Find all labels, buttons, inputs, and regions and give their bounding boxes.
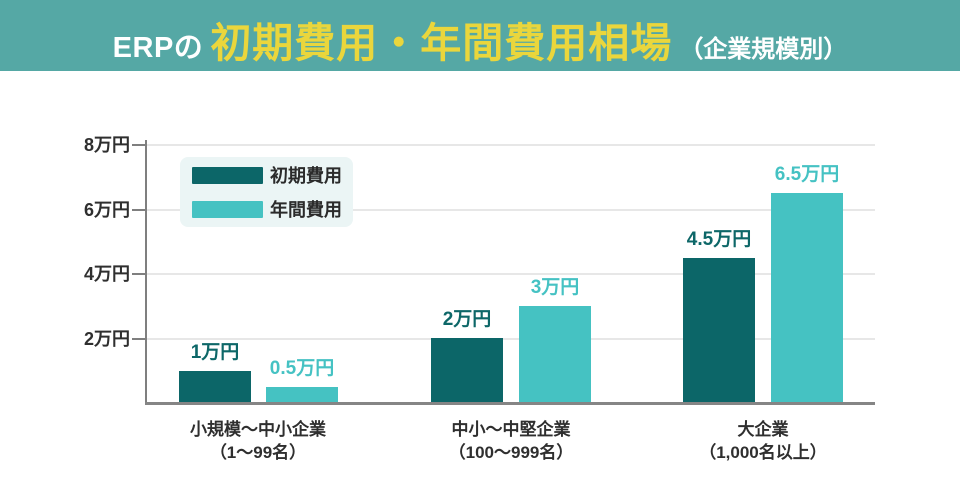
category-label-0: 小規模～中小企業 （1～99名） [138,418,378,464]
x-axis-line [145,402,875,405]
category-line2: （1～99名） [209,443,307,462]
gridline-2 [147,337,875,340]
y-axis-tick-8 [132,144,147,146]
initial-cost-swatch [192,166,263,184]
gridline-4 [147,273,875,275]
category-line1: 小規模～中小企業 [190,420,326,439]
bar-value-label: 4.5万円 [686,229,752,250]
annual-cost-swatch [192,200,263,218]
legend-label: 年間費用 [270,200,342,220]
y-axis-label: 4万円 [83,264,130,284]
bar-年間費用-0 [266,387,338,403]
title-suffix: （企業規模別） [679,36,848,63]
legend-item-initial-cost: 初期費用 [192,162,353,188]
gridline-8 [147,144,875,146]
legend: 初期費用 年間費用 [180,157,353,227]
gridline-6 [147,208,875,211]
bar-初期費用-0 [179,371,251,403]
bar-value-label: 0.5万円 [269,358,335,379]
y-axis-tick-4 [132,273,147,275]
bar-value-label: 3万円 [530,277,580,298]
bar-初期費用-2 [683,258,755,403]
bar-value-label: 2万円 [442,309,492,330]
bar-年間費用-2 [771,193,843,403]
grouped-bar-chart: 2万円 4万円 6万円 8万円 1万円 2万円 4.5万円 0.5万円 3万円 6.5万円 小規… [0,71,960,504]
legend-item-annual-cost: 年間費用 [192,196,353,222]
title-main: 初期費用・年間費用相場 [210,20,673,66]
bar-年間費用-1 [519,306,591,403]
y-axis-label: 2万円 [83,328,130,349]
y-axis-tick-6 [132,208,147,211]
title-prefix: ERPの [112,32,204,64]
title-banner: ERPの 初期費用・年間費用相場 （企業規模別） [0,0,960,71]
category-line1: 中小～中堅企業 [451,420,571,439]
legend-label: 初期費用 [270,166,342,186]
category-line2: （100～999名） [448,443,574,462]
category-label-2: 大企業 （1,000名以上） [643,418,883,464]
bar-value-label: 1万円 [190,342,240,363]
bar-初期費用-1 [431,338,503,403]
y-axis-tick-2 [132,337,147,340]
y-axis-label: 6万円 [83,199,130,220]
bar-value-label: 6.5万円 [774,164,840,185]
y-axis-line [145,140,147,405]
category-label-1: 中小～中堅企業 （100～999名） [391,418,631,464]
category-line2: （1,000名以上） [699,443,827,462]
category-line1: 大企業 [737,420,789,439]
y-axis-label: 8万円 [83,135,130,155]
